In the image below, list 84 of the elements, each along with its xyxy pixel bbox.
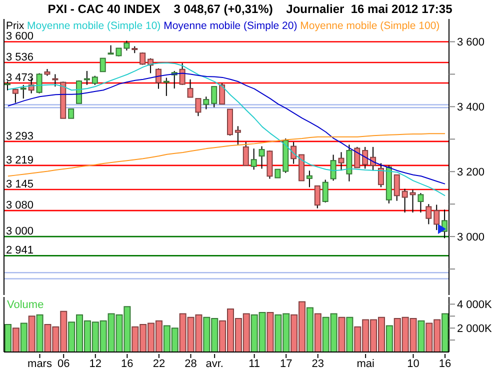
ref-line-label: 3 293 bbox=[6, 130, 34, 142]
candlestick bbox=[203, 96, 210, 110]
candlestick bbox=[52, 74, 58, 88]
ref-line-label: 3 000 bbox=[6, 226, 34, 238]
x-tick-label: 22 bbox=[152, 358, 166, 370]
bar bbox=[12, 328, 20, 352]
ref-line-label: 3 080 bbox=[6, 200, 34, 212]
candlestick bbox=[362, 146, 368, 170]
candlestick bbox=[179, 62, 186, 86]
legend-title: Prix bbox=[6, 20, 24, 32]
candlestick bbox=[418, 192, 424, 214]
y-tick-label: 3 400 bbox=[457, 102, 485, 114]
bar bbox=[314, 313, 322, 352]
candlestick bbox=[434, 204, 440, 231]
bar bbox=[266, 312, 274, 352]
y-tick-label: 3 200 bbox=[457, 166, 485, 179]
candlestick bbox=[234, 126, 241, 146]
candlestick bbox=[338, 152, 344, 172]
bar bbox=[28, 316, 36, 352]
candlestick bbox=[322, 179, 328, 203]
ref-line-label: 3 536 bbox=[6, 52, 34, 64]
bar bbox=[442, 313, 449, 352]
candlestick bbox=[36, 72, 42, 94]
candlestick bbox=[306, 170, 312, 188]
candlestick bbox=[155, 68, 162, 90]
candlestick bbox=[314, 185, 320, 209]
candlestick bbox=[394, 174, 400, 202]
candlestick bbox=[354, 146, 360, 168]
candlestick bbox=[346, 144, 352, 182]
y-tick-label: 3 000 bbox=[457, 231, 485, 244]
bar bbox=[4, 324, 12, 352]
x-tick-label: 16 bbox=[438, 358, 452, 370]
candlestick bbox=[378, 162, 384, 188]
candlestick bbox=[258, 146, 265, 170]
y-tick-label: 3 600 bbox=[457, 36, 485, 49]
candlestick bbox=[426, 204, 432, 225]
candlestick bbox=[20, 84, 26, 100]
x-tick-label: 28 bbox=[184, 358, 197, 370]
line-series bbox=[7, 133, 446, 177]
candlestick bbox=[92, 75, 98, 86]
candlestick bbox=[84, 70, 90, 86]
candlestick bbox=[330, 154, 336, 182]
bar bbox=[386, 325, 393, 352]
x-tick-label: 17 bbox=[280, 358, 292, 370]
ref-line-label: 3 219 bbox=[6, 154, 34, 166]
ref-line-label: 3 600 bbox=[6, 30, 34, 43]
bar bbox=[346, 316, 354, 352]
x-tick-label: 16 bbox=[121, 358, 134, 370]
candlestick bbox=[100, 58, 106, 72]
candlestick bbox=[211, 86, 218, 108]
ref-line-label: 3 473 bbox=[6, 72, 34, 84]
candlestick bbox=[219, 82, 226, 105]
bar bbox=[20, 322, 28, 352]
x-tick-label: mars bbox=[28, 358, 52, 370]
x-tick-label: 11 bbox=[248, 358, 260, 370]
ref-line-label: 3 145 bbox=[6, 178, 34, 190]
candlestick bbox=[163, 77, 170, 96]
x-tick-label: 12 bbox=[89, 358, 102, 370]
text: Moyenne mobile (Simple 10) bbox=[27, 20, 162, 32]
candlestick bbox=[410, 189, 416, 214]
ref-line-label: 2 941 bbox=[6, 244, 34, 257]
text: Moyenne mobile (Simple 20) bbox=[164, 20, 298, 32]
candlestick bbox=[250, 148, 257, 170]
candlestick bbox=[242, 142, 249, 166]
candlestick bbox=[12, 88, 18, 104]
candlestick bbox=[402, 188, 408, 214]
candlestick bbox=[195, 98, 202, 117]
bar bbox=[36, 314, 44, 352]
candlestick bbox=[140, 52, 146, 66]
chart-title: PXI - CAC 40 INDEX 3 048,67 (+0,31%) Journalier 16 mai 2012 17:35 bbox=[46, 2, 454, 16]
bar bbox=[418, 320, 425, 352]
chart-title: Volume bbox=[7, 299, 44, 311]
x-tick-label: 23 bbox=[312, 358, 324, 370]
x-tick-label: 06 bbox=[57, 358, 70, 370]
candlestick bbox=[187, 78, 194, 98]
bar bbox=[306, 307, 314, 352]
text: Moyenne mobile (Simple 100) bbox=[300, 20, 440, 32]
x-tick-label: mai bbox=[356, 358, 374, 370]
y-tick-label: 2 000K bbox=[457, 322, 493, 335]
x-tick-label: avr. bbox=[206, 358, 224, 370]
y-tick-label: 4 000K bbox=[457, 299, 493, 312]
bar bbox=[338, 316, 346, 352]
candlestick bbox=[68, 108, 74, 119]
x-tick-label: 10 bbox=[407, 358, 420, 370]
